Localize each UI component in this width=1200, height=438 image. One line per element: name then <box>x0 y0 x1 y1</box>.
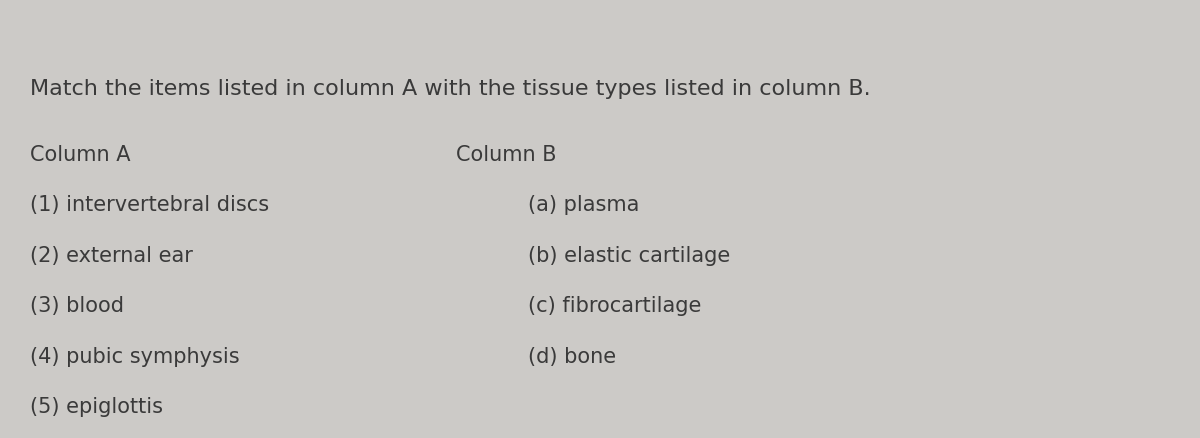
Text: (c) fibrocartilage: (c) fibrocartilage <box>528 296 701 316</box>
Text: (5) epiglottis: (5) epiglottis <box>30 396 163 417</box>
Text: (2) external ear: (2) external ear <box>30 245 193 265</box>
Text: (a) plasma: (a) plasma <box>528 195 640 215</box>
Text: Column B: Column B <box>456 145 557 165</box>
Text: Column A: Column A <box>30 145 131 165</box>
Text: (b) elastic cartilage: (b) elastic cartilage <box>528 245 731 265</box>
Text: (3) blood: (3) blood <box>30 296 124 316</box>
Text: Match the items listed in column A with the tissue types listed in column B.: Match the items listed in column A with … <box>30 79 871 99</box>
Text: (d) bone: (d) bone <box>528 346 616 366</box>
Text: (1) intervertebral discs: (1) intervertebral discs <box>30 195 269 215</box>
Text: (4) pubic symphysis: (4) pubic symphysis <box>30 346 240 366</box>
